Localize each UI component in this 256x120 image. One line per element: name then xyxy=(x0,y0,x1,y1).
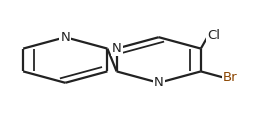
Text: N: N xyxy=(60,31,70,44)
Text: N: N xyxy=(154,76,164,89)
Text: N: N xyxy=(112,42,121,55)
Text: Br: Br xyxy=(223,71,238,84)
Text: Cl: Cl xyxy=(207,29,220,42)
